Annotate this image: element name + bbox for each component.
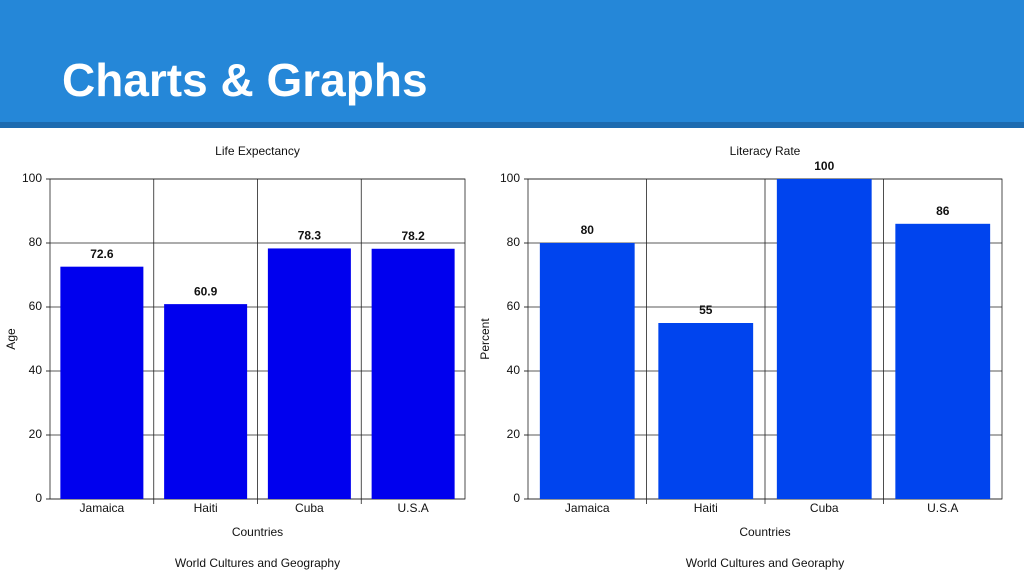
data-label: 100 [814, 159, 834, 173]
header: Charts & Graphs [0, 0, 1024, 128]
y-tick-label: 80 [29, 235, 43, 249]
chart-title: Literacy Rate [730, 144, 801, 158]
x-tick-label: Haiti [194, 501, 218, 515]
x-axis-label: Countries [739, 525, 790, 539]
x-tick-label: Cuba [295, 501, 324, 515]
bar [371, 248, 455, 499]
y-tick-label: 0 [513, 491, 520, 505]
y-tick-label: 20 [29, 427, 43, 441]
chart-title: Life Expectancy [215, 144, 300, 158]
y-tick-label: 60 [507, 299, 521, 313]
caption: World Cultures and Georaphy [686, 556, 845, 570]
y-tick-label: 20 [507, 427, 521, 441]
bar [895, 223, 991, 500]
y-tick-label: 100 [22, 171, 42, 185]
y-tick-label: 60 [29, 299, 43, 313]
data-label: 80 [581, 223, 595, 237]
x-axis-label: Countries [232, 525, 283, 539]
data-label: 86 [936, 204, 950, 218]
plot-frame [49, 178, 466, 500]
x-tick-label: U.S.A [927, 501, 958, 515]
slide-title: Charts & Graphs [62, 54, 428, 106]
y-tick-label: 40 [507, 363, 521, 377]
data-label: 78.2 [401, 229, 425, 243]
bar [776, 179, 872, 499]
bar [658, 323, 754, 499]
y-tick-label: 100 [500, 171, 520, 185]
data-label: 72.6 [90, 247, 114, 261]
bar [267, 248, 351, 499]
y-tick-label: 80 [507, 235, 521, 249]
x-tick-label: Haiti [694, 501, 718, 515]
y-tick-label: 0 [35, 491, 42, 505]
bar [60, 266, 144, 499]
x-tick-label: Jamaica [80, 501, 125, 515]
x-tick-label: U.S.A [397, 501, 428, 515]
bar [164, 304, 248, 499]
plot-frame [527, 178, 1003, 500]
y-tick-label: 40 [29, 363, 43, 377]
y-axis-label: Age [4, 328, 18, 350]
x-tick-label: Cuba [810, 501, 839, 515]
data-label: 55 [699, 303, 713, 317]
x-tick-label: Jamaica [565, 501, 610, 515]
caption: World Cultures and Geography [175, 556, 340, 570]
y-axis-label: Percent [478, 318, 492, 360]
data-label: 78.3 [298, 229, 322, 243]
bar [539, 243, 635, 499]
data-label: 60.9 [194, 284, 218, 298]
